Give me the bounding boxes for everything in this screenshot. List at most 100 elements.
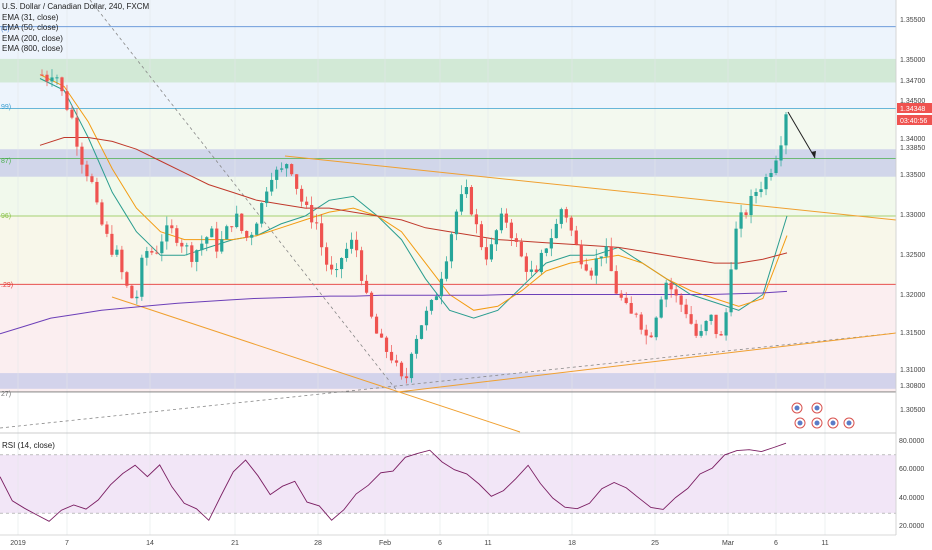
candle-body <box>205 237 209 244</box>
candle-body <box>230 226 234 228</box>
ema50-label[interactable]: EMA (50, close) <box>2 23 59 32</box>
fib-level-label: 99) <box>1 104 11 111</box>
time-tick-label: 14 <box>146 540 154 547</box>
price-tick-label: 1.33850 <box>900 145 925 152</box>
time-tick-label: 6 <box>774 540 778 547</box>
event-markers <box>791 402 855 429</box>
rsi-tick-label: 20.0000 <box>899 523 924 530</box>
candle-body <box>110 233 114 255</box>
time-tick-label: 28 <box>314 540 322 547</box>
candle-body <box>330 264 334 270</box>
candle-body <box>634 313 638 315</box>
price-tick-label: 1.32500 <box>900 252 925 259</box>
candle-body <box>349 239 354 249</box>
candle-body <box>290 164 294 175</box>
candle-body <box>514 238 518 242</box>
candle-body <box>639 314 643 330</box>
candle-body <box>659 299 663 318</box>
candle-body <box>684 304 688 315</box>
event-marker-dot <box>830 420 836 426</box>
candle-body <box>160 241 164 254</box>
event-marker-dot <box>797 420 803 426</box>
candle-body <box>649 335 653 338</box>
candle-body <box>130 285 134 299</box>
fib-level-label: 27) <box>1 391 11 398</box>
price-tick-label: 1.33000 <box>900 212 925 219</box>
candle-body <box>434 296 439 300</box>
chart-legend: U.S. Dollar / Canadian Dollar, 240, FXCM… <box>2 2 149 55</box>
candle-body <box>644 329 648 336</box>
candle-body <box>679 295 683 305</box>
countdown-label: 03:40:56 <box>900 118 927 125</box>
candle-body <box>115 249 119 255</box>
candle-body <box>764 176 768 190</box>
candle-body <box>664 282 668 300</box>
candle-body <box>534 269 538 273</box>
candle-body <box>494 230 498 245</box>
candle-body <box>779 145 783 161</box>
fib-cut-label: (0) <box>1 26 10 33</box>
fib-level-label: 96) <box>1 213 11 220</box>
candle-body <box>90 176 94 182</box>
symbol-title[interactable]: U.S. Dollar / Canadian Dollar, 240, FXCM <box>2 2 150 11</box>
rsi-tick-label: 60.0000 <box>899 466 924 473</box>
rsi-label[interactable]: RSI (14, close) <box>2 441 55 450</box>
candle-body <box>409 353 414 379</box>
candle-body <box>354 239 359 251</box>
ema800-label[interactable]: EMA (800, close) <box>2 44 63 53</box>
fib-band <box>0 391 896 432</box>
candle-body <box>629 303 633 314</box>
candle-body <box>454 211 459 235</box>
candle-body <box>419 325 424 339</box>
candle-body <box>255 223 259 235</box>
ema200-label[interactable]: EMA (200, close) <box>2 33 63 43</box>
time-tick-label: 21 <box>231 540 239 547</box>
candle-body <box>200 243 204 251</box>
ema31-label[interactable]: EMA (31, close) <box>2 12 59 22</box>
candle-body <box>669 282 673 290</box>
candle-body <box>75 117 79 147</box>
candle-body <box>729 269 733 313</box>
fib-level-label: 87) <box>1 158 11 165</box>
candle-body <box>55 77 59 79</box>
candle-body <box>579 244 583 265</box>
upper-trendline <box>284 155 897 221</box>
price-tick-label: 1.34700 <box>900 78 925 85</box>
candle-body <box>784 114 788 146</box>
candle-body <box>624 297 628 304</box>
candle-body <box>744 212 748 216</box>
candle-body <box>439 278 444 297</box>
ema-curve <box>39 74 788 311</box>
price-tick-label: 1.30500 <box>900 407 925 414</box>
candle-body <box>220 239 224 252</box>
candle-body <box>479 224 484 248</box>
fib-level-label: .29) <box>1 282 13 289</box>
candle-body <box>60 77 64 92</box>
time-tick-label: 7 <box>65 540 69 547</box>
candle-body <box>704 320 708 332</box>
dashed-support-line <box>0 332 897 429</box>
candle-body <box>689 314 693 324</box>
candle-body <box>295 174 299 189</box>
candle-body <box>155 252 159 254</box>
candle-body <box>165 225 169 242</box>
candle-body <box>554 223 558 239</box>
candles <box>40 69 788 384</box>
candle-body <box>245 230 249 238</box>
candle-body <box>310 204 314 223</box>
ema-lines <box>0 74 788 335</box>
candle-body <box>539 252 543 273</box>
candle-body <box>734 228 738 270</box>
candle-body <box>724 312 728 336</box>
candle-body <box>489 244 493 260</box>
candle-body <box>589 270 593 276</box>
candle-body <box>739 212 743 229</box>
candle-body <box>469 187 474 215</box>
candle-body <box>140 257 144 297</box>
candle-body <box>190 245 194 262</box>
candle-body <box>225 226 229 240</box>
ema-curve <box>0 290 788 335</box>
candle-body <box>404 376 409 379</box>
grid <box>17 0 826 535</box>
